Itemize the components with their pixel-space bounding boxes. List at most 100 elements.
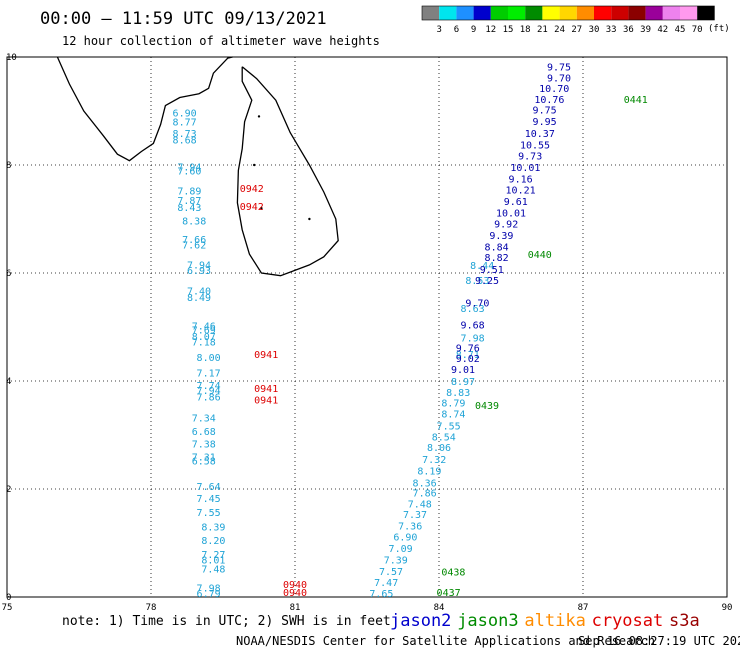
coastline-india (56, 56, 233, 162)
swh-label-east-track: 7.86 (413, 489, 437, 500)
swh-label-east-track: 9.95 (533, 117, 557, 128)
pass-time-label: 0940 (283, 580, 307, 591)
coastline-island (308, 217, 311, 221)
swh-label-west-track: 8.43 (177, 203, 201, 214)
swh-label-west-track: 8.00 (197, 353, 221, 364)
swh-label-east-track: 8.83 (446, 388, 470, 399)
legend-tick-label: 3 (436, 25, 441, 35)
swh-label-east-track: 7.65 (369, 589, 393, 600)
legend-swatch (490, 6, 508, 20)
wave-height-labels: 6.908.778.738.687.947.607.897.878.438.38… (173, 63, 571, 601)
legend-swatch (525, 6, 543, 20)
legend-tick-label: 6 (454, 25, 459, 35)
swh-label-east-track: 8.36 (413, 478, 437, 489)
swh-label-west-track: 7.18 (192, 337, 216, 348)
swh-label-west-track: 7.60 (177, 167, 201, 178)
satellite-jason3-label: jason3 (457, 611, 518, 631)
legend-tick-label: 21 (537, 25, 548, 35)
swh-label-west-track: 8.07 (192, 332, 216, 343)
legend-swatch (542, 6, 560, 20)
swh-label-west-track: 8.77 (173, 118, 197, 129)
x-tick-label: 81 (290, 603, 301, 613)
swh-label-west-track: 7.45 (197, 494, 221, 505)
swh-label-west-track: 6.68 (192, 427, 216, 438)
swh-label-east-track: 7.48 (408, 499, 432, 510)
legend-swatch (697, 6, 715, 20)
satellite-s3a-label: s3a (669, 611, 700, 631)
swh-label-east-track: 10.21 (506, 186, 536, 197)
legend-swatch (508, 6, 526, 20)
swh-label-west-track: 7.98 (197, 584, 221, 595)
swh-label-west-track: 8.49 (187, 293, 211, 304)
swh-label-west-track: 7.55 (197, 508, 221, 519)
swh-label-east-track: 9.51 (480, 265, 504, 276)
swh-label-east-track: 9.75 (533, 106, 557, 117)
swh-label-east-track: 8.79 (441, 398, 465, 409)
swh-label-east-track: 8.06 (427, 443, 451, 454)
legend-tick-label: 39 (640, 25, 651, 35)
legend-tick-label: 45 (675, 25, 686, 35)
x-tick-label: 78 (146, 603, 157, 613)
pass-time-label: 0940 (283, 588, 307, 599)
coastline (56, 56, 339, 277)
swh-label-west-track: 7.64 (197, 482, 221, 493)
pass-time-label: 0942 (240, 184, 264, 195)
swh-label-west-track: 7.31 (192, 452, 216, 463)
legend-tick-label: 27 (571, 25, 582, 35)
y-tick-label: 2 (6, 485, 11, 495)
swh-label-east-track: 8.54 (432, 432, 456, 443)
legend-tick-label: 12 (485, 25, 496, 35)
swh-label-east-track: 9.92 (494, 220, 518, 231)
chart-subtitle: 12 hour collection of altimeter wave hei… (62, 34, 380, 48)
swh-label-east-track: 7.09 (389, 544, 413, 555)
swh-label-west-track: 8.39 (201, 523, 225, 534)
swh-label-east-track: 9.39 (489, 231, 513, 242)
legend-swatch (594, 6, 612, 20)
swh-label-east-track: 6.90 (393, 532, 417, 543)
pass-time-label: 0438 (441, 567, 465, 578)
legend-swatch (559, 6, 577, 20)
chart-title: 00:00 – 11:59 UTC 09/13/2021 (40, 9, 327, 29)
legend-tick-label: 24 (554, 25, 565, 35)
legend-tick-label: 42 (657, 25, 668, 35)
swh-label-east-track: 10.76 (534, 95, 564, 106)
swh-label-east-track: 7.98 (461, 334, 485, 345)
wave-height-color-legend: 3 6 9 12 15 18 21 24 27 30 33 36 39 42 45 70 (421, 5, 715, 35)
swh-label-west-track: 7.94 (187, 261, 211, 272)
legend-swatch (662, 6, 680, 20)
swh-label-east-track: 9.75 (547, 63, 571, 74)
x-tick-label: 87 (578, 603, 589, 613)
swh-label-east-track: 9.73 (518, 152, 542, 163)
swh-label-west-track: 7.94 (197, 386, 221, 397)
swh-label-west-track: 8.68 (173, 135, 197, 146)
legend-tick-label: 9 (471, 25, 476, 35)
satellite-altika-label: altika (524, 611, 585, 631)
swh-label-west-track: 7.40 (187, 287, 211, 298)
swh-label-west-track: 6.79 (197, 589, 221, 600)
pass-time-label: 0941 (254, 350, 278, 361)
swh-label-east-track: 8.63 (461, 304, 485, 315)
swh-label-east-track: 8.53 (465, 276, 489, 287)
swh-label-east-track: 9.25 (475, 276, 499, 287)
swh-label-east-track: 7.57 (379, 567, 403, 578)
pass-time-label: 0941 (254, 384, 278, 395)
legend-swatch (628, 6, 646, 20)
swh-label-west-track: 7.89 (177, 187, 201, 198)
swh-label-east-track: 8.19 (417, 466, 441, 477)
x-tick-label: 90 (722, 603, 733, 613)
swh-label-east-track: 8.84 (485, 242, 509, 253)
swh-label-west-track: 7.66 (182, 235, 206, 246)
coastline-island (253, 163, 256, 167)
swh-label-east-track: 9.76 (456, 343, 480, 354)
swh-label-west-track: 6.90 (173, 108, 197, 119)
legend-bar-outline (421, 5, 715, 21)
swh-label-east-track: 8.71 (456, 350, 480, 361)
swh-label-east-track: 10.37 (525, 129, 555, 140)
swh-label-west-track: 7.17 (197, 369, 221, 380)
swh-label-west-track: 7.62 (182, 241, 206, 252)
legend-tick-label: 30 (589, 25, 600, 35)
swh-label-west-track: 6.58 (192, 457, 216, 468)
y-tick-label: 8 (6, 161, 11, 171)
swh-label-east-track: 9.68 (461, 321, 485, 332)
pass-time-labels: 0441044004390438043709420942094109410941… (240, 95, 648, 599)
